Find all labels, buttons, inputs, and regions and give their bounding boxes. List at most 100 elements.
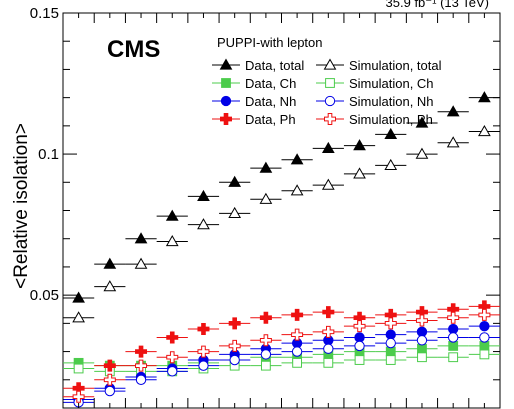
data-point [323,343,334,354]
data-point [417,343,427,354]
legend-marker [220,95,232,107]
data-point [291,328,304,341]
data-point [415,116,429,128]
series-simulation-nh [63,332,500,408]
legend-label: Data, total [245,58,304,73]
series-simulation-total [63,124,500,323]
data-point [165,235,179,247]
data-point [353,167,366,179]
data-point [384,317,397,330]
data-point [197,218,210,230]
data-point [415,147,429,159]
data-point [72,291,85,303]
data-point [260,360,271,371]
y-tick-label: 0.1 [38,146,59,163]
data-point [135,359,148,372]
series-data-ph [63,300,500,395]
data-point [134,232,148,244]
legend-marker [221,78,231,88]
data-point [416,326,428,337]
data-point [384,127,398,139]
data-point [385,337,396,349]
data-point [385,355,396,365]
data-point [321,178,335,190]
data-point [446,105,460,117]
y-tick-label: 0.05 [30,287,59,304]
data-point [228,175,242,187]
data-point [322,306,335,319]
legend-marker [325,78,335,88]
data-point [448,323,459,335]
data-point [415,314,428,327]
data-point [259,334,272,347]
data-point [321,141,335,154]
data-point [260,349,272,360]
legend: PUPPI-with lepton Data, total Simulation,… [212,35,442,127]
data-point [385,346,396,357]
data-point [165,209,179,221]
legend-label: Data, Nh [245,94,296,109]
axis-layer: 0.05 0.1 0.15 [30,5,501,409]
legend-label: Data, Ch [245,76,296,91]
data-point [103,373,116,386]
data-point [103,257,117,269]
series-data-total [63,91,500,303]
data-point [104,385,115,397]
data-point [322,325,335,338]
data-point [478,91,491,103]
legend-label: Simulation, Ph [349,112,433,127]
data-point [416,335,428,346]
legend-marker [219,58,233,70]
data-point [166,331,179,344]
data-point [290,153,304,165]
data-point [228,317,241,330]
data-point [385,329,396,340]
data-point [353,139,366,151]
series-layer [63,91,500,408]
series-simulation-ph [63,308,500,403]
data-point [259,311,272,324]
data-point [103,280,117,292]
data-point [197,345,210,358]
data-point [228,339,241,352]
data-point [229,354,240,366]
data-point [292,357,303,368]
y-tick-label: 0.15 [30,5,59,22]
data-point [354,340,365,352]
data-point [354,355,365,365]
legend-marker [323,58,337,70]
data-point [353,320,366,333]
luminosity-label: 35.9 fb⁻¹ (13 TeV) [386,0,489,10]
series-simulation-ch [63,349,500,377]
data-point [417,352,427,363]
legend-label: Simulation, Nh [349,94,434,109]
data-point [167,366,178,377]
legend-label: Simulation, Ch [349,76,434,91]
data-point [478,124,491,137]
data-point [479,332,490,343]
legend-marker [324,113,336,125]
cms-label: CMS [107,36,160,63]
data-point [134,257,148,269]
legend-title: PUPPI-with lepton [217,35,323,50]
data-point [228,206,242,218]
data-point [384,158,398,170]
data-point [73,363,84,374]
data-point [447,311,460,324]
data-point [166,351,179,364]
data-point [448,352,459,363]
legend-marker [220,113,232,125]
data-point [478,308,491,321]
data-point [197,323,210,335]
data-point [72,311,85,323]
y-axis-label: <Relative isolation> [11,123,32,289]
data-point [354,332,365,343]
legend-marker [324,95,336,107]
data-point [479,321,490,332]
data-point [259,161,273,173]
data-point [446,136,460,148]
data-point [448,332,459,343]
legend-label: Data, Ph [245,112,296,127]
data-point [323,357,334,368]
